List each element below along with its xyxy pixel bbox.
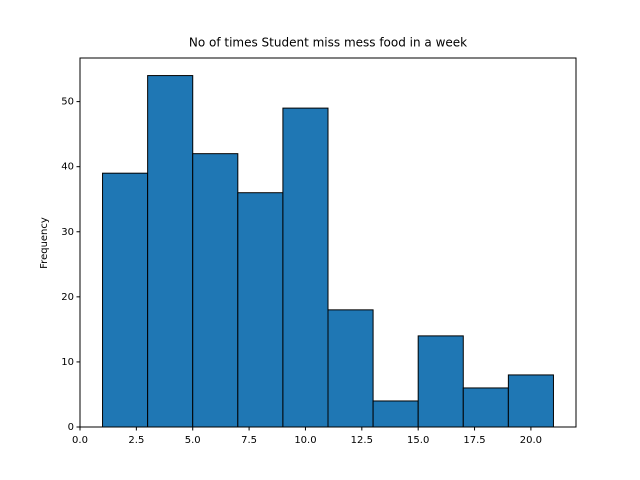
x-tick-label: 15.0	[407, 435, 429, 446]
bar	[417, 335, 464, 428]
x-tick-label: 7.5	[241, 435, 257, 446]
y-axis-label: Frequency	[39, 217, 50, 269]
x-tick-label: 20.0	[520, 435, 542, 446]
plot-frame	[79, 57, 577, 428]
x-tick-label: 5.0	[185, 435, 201, 446]
bar	[147, 75, 194, 428]
bar	[192, 153, 239, 428]
bar	[102, 172, 149, 428]
bar	[327, 309, 374, 428]
x-tick-label: 0.0	[72, 435, 88, 446]
bar	[372, 400, 419, 428]
chart-title: No of times Student miss mess food in a …	[189, 36, 467, 50]
bar	[282, 107, 329, 428]
y-tick-label: 40	[61, 162, 74, 173]
x-tick-label: 12.5	[351, 435, 373, 446]
bar	[507, 374, 554, 428]
bar	[237, 192, 284, 428]
x-tick-label: 10.0	[294, 435, 316, 446]
y-tick-label: 10	[61, 357, 74, 368]
y-tick-label: 30	[61, 227, 74, 238]
x-tick-label: 2.5	[128, 435, 144, 446]
y-tick-label: 50	[61, 97, 74, 108]
y-tick-label: 20	[61, 292, 74, 303]
y-tick-label: 0	[68, 422, 74, 433]
x-tick-label: 17.5	[463, 435, 485, 446]
bar	[462, 387, 509, 428]
